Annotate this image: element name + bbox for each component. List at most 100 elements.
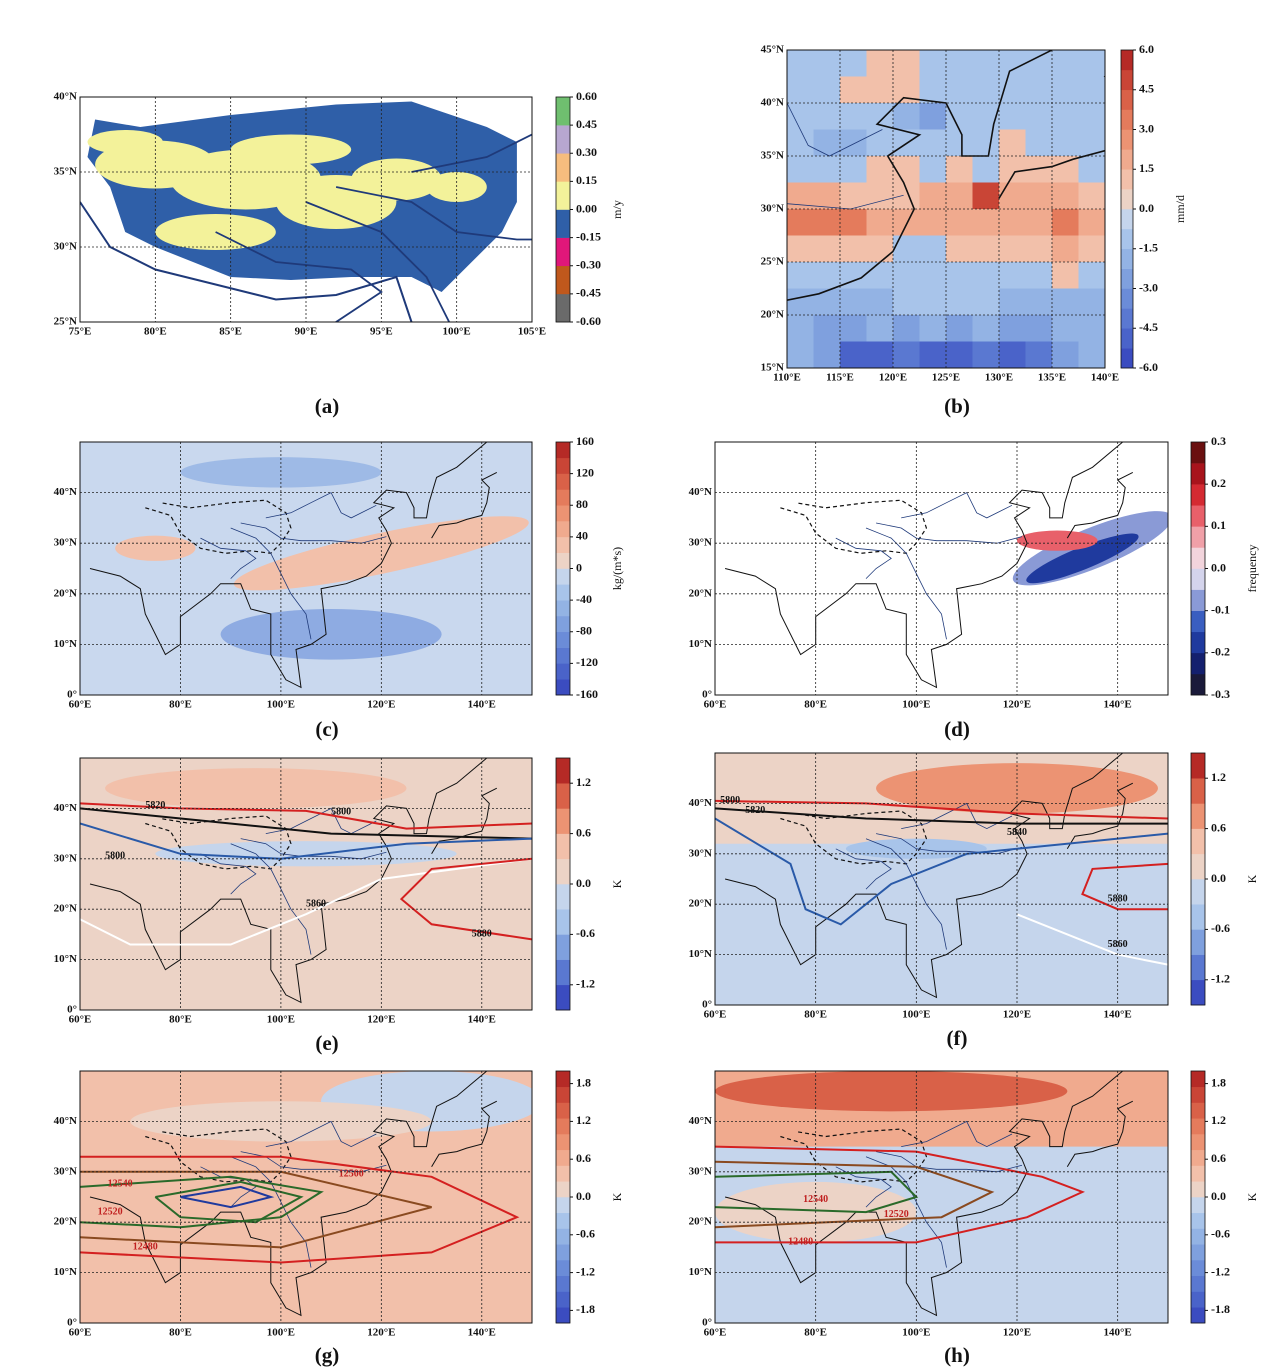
colorbar-tick-label: -0.60 [576, 314, 601, 328]
map-frame [714, 441, 1169, 696]
grid-cell [813, 156, 841, 183]
colorbar-segment [1121, 109, 1133, 130]
grid-cell [972, 182, 1000, 210]
coastline [724, 442, 1124, 689]
colorbar-tick-label: -160 [576, 687, 598, 701]
colorbar-segment [556, 1165, 570, 1182]
grid-cell [946, 182, 973, 210]
colorbar-segment [1191, 673, 1205, 696]
map-frame [714, 1070, 1169, 1324]
y-tick-label: 10°N [54, 1266, 77, 1278]
colorbar-segment [1191, 1086, 1205, 1103]
x-tick-label: 135°E [1038, 372, 1066, 384]
contour-line [80, 807, 532, 840]
colorbar-tick-label: -1.8 [1211, 1302, 1230, 1316]
grid-cell [813, 76, 841, 104]
colorbar-tick-label: 6.0 [1139, 42, 1154, 56]
river [787, 194, 904, 210]
colorbar-segment [556, 909, 570, 935]
y-tick-label: 0° [67, 1317, 77, 1329]
contour-line [399, 857, 532, 941]
colorbar-tick-label: 0.2 [1211, 476, 1226, 490]
grid-cell [1078, 50, 1105, 77]
colorbar-tick-label: -1.2 [1211, 1264, 1230, 1278]
grid-cell [840, 76, 867, 104]
colorbar-segment [1191, 484, 1205, 506]
x-tick-label: 100°E [267, 1014, 295, 1026]
panel-label: (d) [944, 717, 970, 741]
colorbar-tick-label: -1.8 [576, 1302, 595, 1316]
colorbar-segment [556, 1181, 570, 1198]
grid-cell [1078, 156, 1105, 183]
grid-cell [1052, 235, 1079, 263]
grid-cell [893, 262, 920, 289]
colorbar-segment [1121, 308, 1133, 329]
map-frame [79, 757, 533, 1011]
colorbar-segment [556, 959, 570, 986]
y-tick-label: 25°N [761, 256, 784, 268]
panel-label: (h) [944, 1343, 970, 1367]
colorbar-segment [556, 858, 570, 885]
grid-cell [840, 315, 867, 342]
y-tick-label: 40°N [54, 91, 77, 103]
y-tick-label: 30°N [54, 241, 77, 253]
contour-label: 5820 [145, 800, 165, 811]
plateau-outline [145, 499, 292, 554]
grid-cell [866, 182, 894, 210]
river [901, 1120, 1013, 1148]
grid-cell [919, 341, 947, 368]
colorbar-segment [1121, 228, 1133, 250]
colorbar-segment [1191, 853, 1205, 880]
colorbar-segment [556, 808, 570, 834]
grid-cell [1025, 76, 1053, 104]
grid-cell [919, 235, 947, 263]
colorbar-segment [556, 783, 570, 809]
river [265, 492, 377, 519]
colorbar-segment [1191, 463, 1205, 485]
colorbar-tick-label: 1.2 [576, 1113, 591, 1127]
grid-cell [840, 156, 867, 183]
grid-cell [1052, 156, 1079, 183]
colorbar-segment [556, 568, 570, 585]
grid-cell [866, 341, 894, 368]
grid-cell [919, 156, 947, 183]
y-tick-label: 20°N [54, 903, 77, 915]
colorbar-unit: K [610, 879, 624, 888]
grid-cell [1052, 182, 1079, 210]
river [787, 102, 883, 157]
colorbar-segment [1191, 1260, 1205, 1277]
x-tick-label: 100°E [902, 1009, 930, 1021]
map-area [80, 101, 532, 322]
grid-cell [813, 209, 841, 236]
grid-cell [999, 288, 1026, 316]
colorbar-segment [556, 1197, 570, 1214]
colorbar-segment [556, 1244, 570, 1261]
contour-label: 12480 [133, 1242, 158, 1253]
coastline [89, 442, 488, 689]
grid-cell [946, 315, 973, 342]
grid-cell [1078, 182, 1105, 210]
grid-cell [893, 315, 920, 342]
colorbar-segment [556, 153, 570, 182]
x-tick-label: 60°E [69, 1014, 92, 1026]
colorbar-segment [1121, 268, 1133, 289]
colorbar-tick-label: 0.0 [1139, 201, 1154, 215]
contour-label: 12500 [339, 1169, 364, 1180]
contour-line [154, 1180, 304, 1224]
grid-cell [972, 156, 1000, 183]
colorbar-tick-label: -0.30 [576, 258, 601, 272]
colorbar-segment [1121, 328, 1133, 349]
contour-label: 12480 [788, 1237, 813, 1248]
grid-cell [893, 50, 920, 77]
colorbar-tick-label: 0.6 [576, 1151, 591, 1165]
grid-cell [1078, 235, 1105, 263]
y-tick-label: 35°N [54, 166, 77, 178]
grid-cell [1078, 262, 1105, 289]
colorbar-segment [1191, 1102, 1205, 1119]
grid-cell [866, 156, 894, 183]
field-positive [715, 1071, 1068, 1112]
river [835, 537, 892, 579]
colorbar-tick-label: -0.15 [576, 229, 601, 243]
